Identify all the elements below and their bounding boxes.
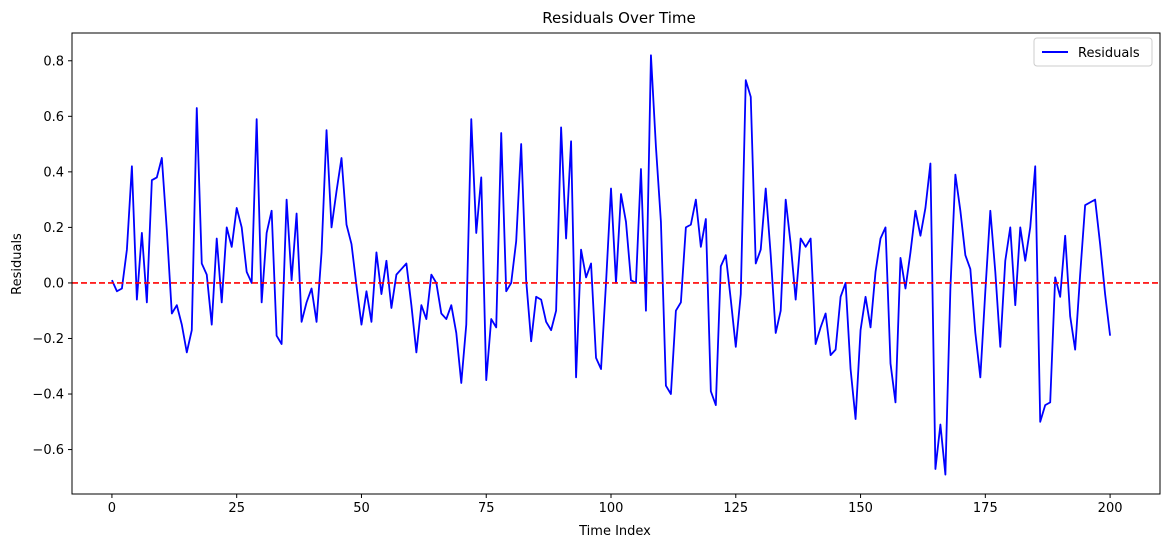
x-tick-label: 25 (228, 501, 245, 516)
y-tick-label: 0.4 (43, 165, 64, 180)
plot-area (72, 54, 1160, 476)
y-tick-label: 0.0 (43, 276, 64, 291)
chart-title: Residuals Over Time (542, 9, 696, 27)
y-axis-label: Residuals (10, 233, 25, 295)
y-tick-label: −0.4 (32, 388, 64, 403)
x-tick-label: 150 (848, 501, 873, 516)
plot-frame (71, 32, 1161, 495)
x-tick-label: 0 (108, 501, 116, 516)
legend: Residuals (1033, 37, 1153, 67)
x-tick-label: 75 (478, 501, 495, 516)
legend-label-residuals: Residuals (1078, 46, 1140, 61)
y-tick-label: −0.6 (32, 443, 64, 458)
series-line-0 (111, 54, 1111, 476)
x-tick-label: 125 (723, 501, 748, 516)
y-tick-label: 0.6 (43, 110, 64, 125)
x-axis-label: Time Index (578, 524, 651, 539)
y-tick-label: 0.2 (43, 221, 64, 236)
x-tick-label: 175 (973, 501, 998, 516)
x-tick-label: 50 (353, 501, 370, 516)
axis-ticks: 0 25 50 75 100 125 150 175 200 −0.6 −0.4 −0.2 0.0 0.2… (32, 54, 1122, 516)
x-tick-label: 200 (1098, 501, 1123, 516)
legend-box (1033, 37, 1153, 67)
x-tick-label: 100 (599, 501, 624, 516)
y-tick-label: 0.8 (43, 54, 64, 69)
y-tick-label: −0.2 (32, 332, 64, 347)
